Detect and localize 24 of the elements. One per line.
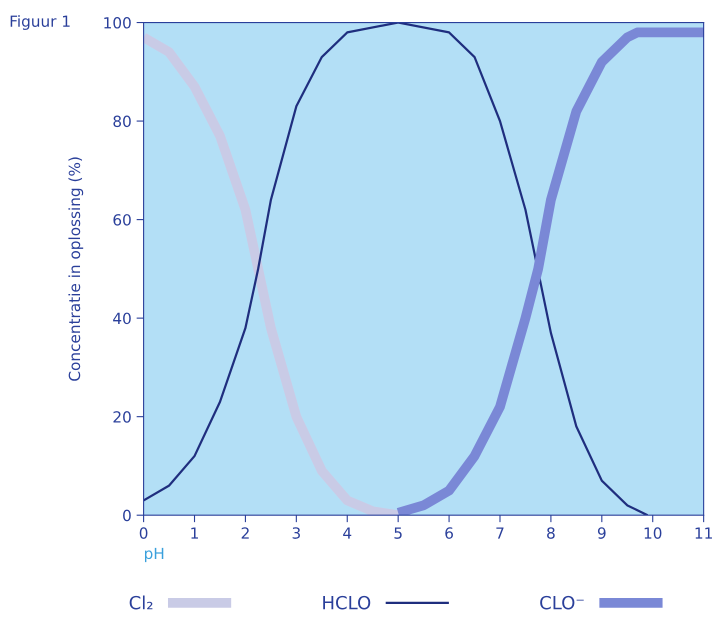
- x-tick-label: 3: [292, 527, 300, 539]
- y-axis-title: Concentratie in oplossing (%): [68, 157, 84, 381]
- y-tick-label: 60: [113, 214, 131, 226]
- x-axis-title: pH: [144, 548, 164, 562]
- x-tick-label: 4: [343, 527, 352, 539]
- y-tick-label: 80: [113, 116, 131, 128]
- y-tick-label: 100: [104, 17, 131, 29]
- x-tick-label: 0: [140, 527, 148, 539]
- y-tick-label: 20: [113, 411, 131, 423]
- text: Figuur 1: [10, 15, 70, 30]
- legend-label: Cl₂: [130, 595, 152, 610]
- x-tick-label: 9: [598, 527, 606, 539]
- x-tick-label: 10: [644, 527, 662, 539]
- x-tick-label: 7: [496, 527, 504, 539]
- x-tick-label: 1: [191, 527, 198, 539]
- x-tick-label: 5: [394, 527, 402, 539]
- x-tick-label: 2: [242, 527, 249, 539]
- x-tick-label: 8: [547, 527, 555, 539]
- legend-label: HCLO: [323, 596, 370, 610]
- y-tick-label: 40: [113, 312, 131, 324]
- legend-label: CLO⁻: [540, 596, 584, 610]
- x-tick-label: 11: [696, 527, 712, 539]
- x-tick-label: 6: [445, 527, 453, 539]
- y-tick-label: 0: [123, 510, 131, 522]
